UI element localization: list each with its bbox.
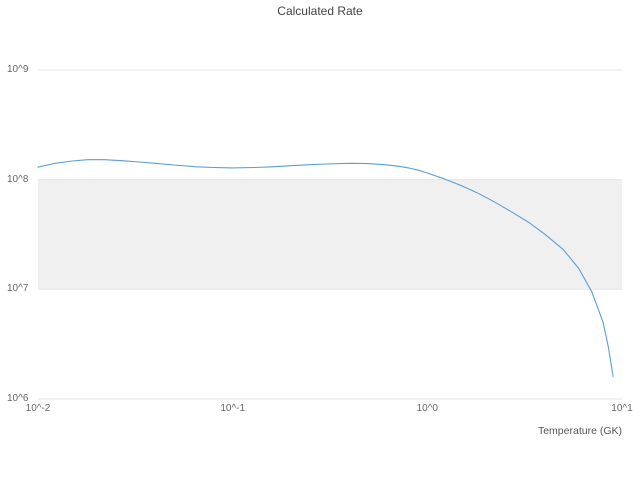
y-tick-label: 10^7 bbox=[7, 283, 29, 295]
decade-band bbox=[38, 179, 622, 290]
x-tick-label: 10^-1 bbox=[220, 403, 246, 414]
x-axis-label: Temperature (GK) bbox=[537, 425, 622, 437]
x-tick-label: 10^0 bbox=[416, 403, 438, 414]
y-tick-label: 10^9 bbox=[7, 64, 29, 75]
rate-line bbox=[37, 159, 614, 378]
y-tick-label: 10^6 bbox=[7, 393, 29, 404]
chart-title: Calculated Rate bbox=[277, 4, 363, 18]
x-tick-label: 10^1 bbox=[611, 403, 633, 414]
gridlines bbox=[38, 69, 622, 400]
x-tick-label: 10^-2 bbox=[25, 403, 51, 414]
y-tick-label: 10^8 bbox=[7, 173, 29, 185]
